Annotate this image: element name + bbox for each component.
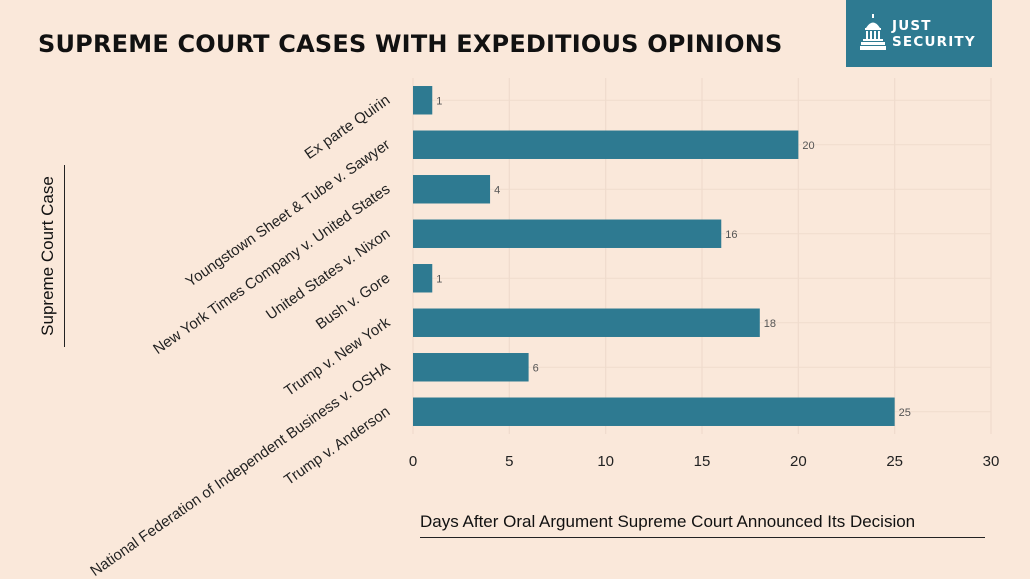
x-tick-label: 15 [694,453,711,470]
capitol-dome-icon [860,14,886,50]
bar [413,353,529,382]
just-security-logo[interactable]: JUST SECURITY [846,0,992,67]
x-tick-label: 20 [790,453,807,470]
x-axis-title-rule [420,537,985,538]
bar [413,175,491,204]
category-tick-label: New York Times Company v. United States [150,181,393,358]
category-tick-label: Trump v. New York [281,314,394,400]
bar-value-label: 4 [494,184,500,196]
bar-value-label: 1 [436,95,442,107]
bar [413,264,433,293]
x-tick-label: 0 [409,453,417,470]
category-tick-label: National Federation of Independent Busin… [87,359,393,579]
bar [413,130,799,159]
bar [413,397,895,426]
x-axis-title: Days After Oral Argument Supreme Court A… [420,512,916,531]
chart-title: SUPREME COURT CASES WITH EXPEDITIOUS OPI… [38,30,783,58]
x-tick-label: 25 [886,453,903,470]
bar [413,86,433,115]
bar [413,308,760,337]
logo-text-just: JUST [892,18,932,34]
x-tick-label: 30 [983,453,1000,470]
bar-value-label: 20 [802,140,814,152]
bar-value-label: 16 [725,229,737,241]
y-axis-title-rule [64,165,65,347]
category-tick-label: Trump v. Anderson [281,403,393,489]
logo-text-security: SECURITY [892,34,976,50]
bar-value-label: 6 [533,362,539,374]
bar-value-label: 18 [764,318,776,330]
bar-value-label: 1 [436,273,442,285]
x-tick-label: 10 [597,453,614,470]
bar-value-label: 25 [899,407,911,419]
x-tick-label: 5 [505,453,513,470]
bar [413,219,722,248]
